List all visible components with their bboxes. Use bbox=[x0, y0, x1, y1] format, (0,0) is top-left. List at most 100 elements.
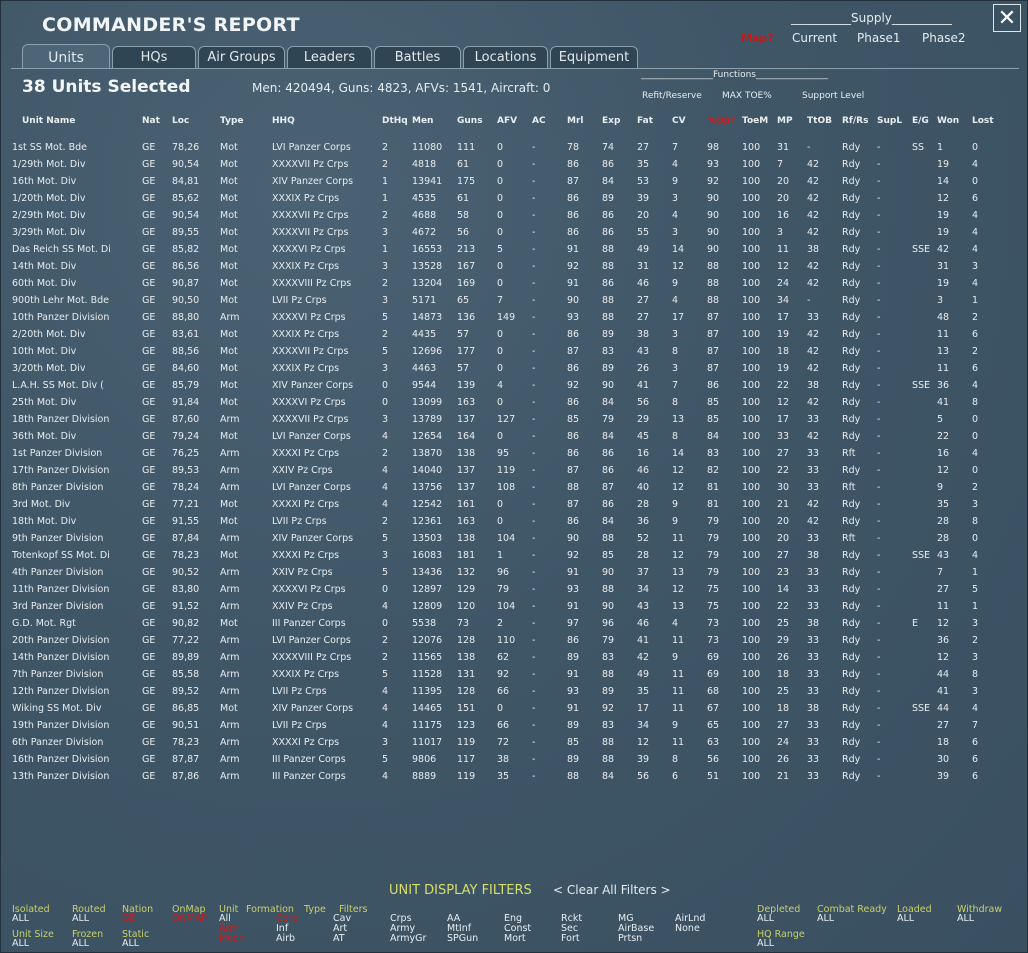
filter-type-mort[interactable]: Mort bbox=[504, 933, 526, 944]
col-header-mrl[interactable]: Mrl bbox=[567, 116, 584, 126]
table-row[interactable]: 60th Mot. Div GE 90,87 Mot XXXXVIII Pz Crps 2… bbox=[1, 276, 1021, 293]
table-row[interactable]: 18th Mot. Div GE 91,55 Mot LVII Pz Crps 2 1236… bbox=[1, 514, 1021, 531]
col-header-loc[interactable]: Loc bbox=[172, 116, 190, 126]
col-header-eg[interactable]: E/G bbox=[912, 116, 929, 126]
col-header-lost[interactable]: Lost bbox=[972, 116, 994, 126]
filter-combat-ready-value[interactable]: ALL bbox=[817, 913, 835, 924]
table-row[interactable]: 16th Mot. Div GE 84,81 Mot XIV Panzer Corps 1… bbox=[1, 174, 1021, 191]
filter-hq-range-value[interactable]: ALL bbox=[757, 938, 775, 949]
filter-type-army[interactable]: Army bbox=[390, 923, 416, 934]
filter-type-prtsn[interactable]: Prtsn bbox=[618, 933, 643, 944]
table-row[interactable]: 16th Panzer Division GE 87,87 Arm III Panzer… bbox=[1, 752, 1021, 769]
col-header-mp[interactable]: MP bbox=[777, 116, 793, 126]
filter-type-mg[interactable]: MG bbox=[618, 913, 634, 924]
table-row[interactable]: 14th Mot. Div GE 86,56 Mot XXXIX Pz Crps 3 135… bbox=[1, 259, 1021, 276]
filter-type-art[interactable]: Art bbox=[333, 923, 348, 934]
filter-nation-value[interactable]: GE bbox=[122, 913, 136, 924]
filter-type-eng[interactable]: Eng bbox=[504, 913, 523, 924]
table-row[interactable]: 19th Panzer Division GE 90,51 Arm LVII Pz Cr… bbox=[1, 718, 1021, 735]
table-row[interactable]: 1/20th Mot. Div GE 85,62 Mot XXXIX Pz Crps 1 4… bbox=[1, 191, 1021, 208]
table-row[interactable]: 900th Lehr Mot. Bde GE 90,50 Mot LVII Pz Crp… bbox=[1, 293, 1021, 310]
col-header-unit-name[interactable]: Unit Name bbox=[22, 116, 76, 126]
col-header-exp[interactable]: Exp bbox=[602, 116, 621, 126]
table-row[interactable]: Totenkopf SS Mot. Di GE 78,23 Mot XXXXI Pz C… bbox=[1, 548, 1021, 565]
table-row[interactable]: 1st Panzer Division GE 76,25 Arm XXXXI Pz Cr… bbox=[1, 446, 1021, 463]
filter-type-none[interactable]: None bbox=[675, 923, 700, 934]
col-header-dthq[interactable]: DtHq bbox=[382, 116, 408, 126]
tab-hqs[interactable]: HQs bbox=[112, 46, 196, 68]
filter-isolated-value[interactable]: ALL bbox=[12, 913, 30, 924]
filter-type-sec[interactable]: Sec bbox=[561, 923, 579, 934]
table-row[interactable]: 11th Panzer Division GE 83,80 Arm XXXXVI Pz … bbox=[1, 582, 1021, 599]
filter-static-value[interactable]: ALL bbox=[122, 938, 140, 949]
table-row[interactable]: Wiking SS Mot. Div GE 86,85 Mot XIV Panzer C… bbox=[1, 701, 1021, 718]
filter-onmap-value[interactable]: ONMAP bbox=[172, 913, 208, 924]
close-button[interactable]: ✕ bbox=[993, 4, 1021, 32]
table-row[interactable]: 17th Panzer Division GE 89,53 Arm XXIV Pz Cr… bbox=[1, 463, 1021, 480]
filter-unit-size-value[interactable]: ALL bbox=[12, 938, 30, 949]
tab-air-groups[interactable]: Air Groups bbox=[198, 46, 285, 68]
filter-type-const[interactable]: Const bbox=[504, 923, 532, 934]
col-header-supl[interactable]: SupL bbox=[877, 116, 903, 126]
supply-phase1-option[interactable]: Phase1 bbox=[857, 31, 901, 45]
filter-type-armygr[interactable]: ArmyGr bbox=[390, 933, 427, 944]
tab-leaders[interactable]: Leaders bbox=[287, 46, 372, 68]
filter-type-mtinf[interactable]: MtInf bbox=[447, 923, 472, 934]
table-row[interactable]: 8th Panzer Division GE 78,24 Arm LVI Panzer … bbox=[1, 480, 1021, 497]
col-header-afv[interactable]: AFV bbox=[497, 116, 518, 126]
table-row[interactable]: 6th Panzer Division GE 78,23 Arm XXXXI Pz Cr… bbox=[1, 735, 1021, 752]
supply-current-option[interactable]: Current bbox=[792, 31, 838, 45]
table-row[interactable]: 3rd Panzer Division GE 91,52 Arm XXIV Pz Crp… bbox=[1, 599, 1021, 616]
col-header-guns[interactable]: Guns bbox=[457, 116, 483, 126]
filter-type-aa[interactable]: AA bbox=[447, 913, 461, 924]
col-header-toem[interactable]: ToeM bbox=[742, 116, 769, 126]
filter-routed-value[interactable]: ALL bbox=[72, 913, 90, 924]
col-header-opr[interactable]: %Opr bbox=[707, 116, 735, 126]
refit-reserve-button[interactable]: Refit/Reserve bbox=[642, 91, 702, 101]
table-row[interactable]: 10th Mot. Div GE 88,56 Mot XXXXVII Pz Crps 5 1… bbox=[1, 344, 1021, 361]
table-row[interactable]: 1/29th Mot. Div GE 90,54 Mot XXXXVII Pz Crps… bbox=[1, 157, 1021, 174]
table-row[interactable]: 14th Panzer Division GE 89,89 Arm XXXXVIII P… bbox=[1, 650, 1021, 667]
table-row[interactable]: 1st SS Mot. Bde GE 78,26 Mot LVI Panzer Corp… bbox=[1, 140, 1021, 157]
col-header-cv[interactable]: CV bbox=[672, 116, 686, 126]
col-header-nat[interactable]: Nat bbox=[142, 116, 160, 126]
filter-type-cav[interactable]: Cav bbox=[333, 913, 352, 924]
table-row[interactable]: Das Reich SS Mot. Di GE 85,82 Mot XXXXVI Pz … bbox=[1, 242, 1021, 259]
tab-battles[interactable]: Battles bbox=[374, 46, 461, 68]
table-row[interactable]: 13th Panzer Division GE 87,86 Arm III Panzer… bbox=[1, 769, 1021, 786]
filter-unit-mech[interactable]: Mech bbox=[219, 933, 245, 944]
table-row[interactable]: G.D. Mot. Rgt GE 90,82 Mot III Panzer Corps 0… bbox=[1, 616, 1021, 633]
table-row[interactable]: 4th Panzer Division GE 90,52 Arm XXIV Pz Crp… bbox=[1, 565, 1021, 582]
filter-unit-all[interactable]: All bbox=[219, 913, 231, 924]
col-header-won[interactable]: Won bbox=[937, 116, 960, 126]
tab-locations[interactable]: Locations bbox=[463, 46, 548, 68]
table-row[interactable]: 20th Panzer Division GE 77,22 Arm LVI Panzer… bbox=[1, 633, 1021, 650]
filter-type-spgun[interactable]: SPGun bbox=[447, 933, 479, 944]
table-row[interactable]: 9th Panzer Division GE 87,84 Arm XIV Panzer … bbox=[1, 531, 1021, 548]
col-header-rfrs[interactable]: Rf/Rs bbox=[842, 116, 869, 126]
tab-units[interactable]: Units bbox=[22, 44, 110, 68]
filter-formation-corp[interactable]: Corp bbox=[276, 913, 299, 924]
filter-type-fort[interactable]: Fort bbox=[561, 933, 580, 944]
table-row[interactable]: 3/20th Mot. Div GE 84,60 Mot XXXIX Pz Crps 3 4… bbox=[1, 361, 1021, 378]
table-row[interactable]: 25th Mot. Div GE 91,84 Mot XXXXVI Pz Crps 0 13… bbox=[1, 395, 1021, 412]
table-row[interactable]: 12th Panzer Division GE 89,52 Arm LVII Pz Cr… bbox=[1, 684, 1021, 701]
filter-type-crps[interactable]: Crps bbox=[390, 913, 412, 924]
col-header-type[interactable]: Type bbox=[220, 116, 244, 126]
filter-depleted-value[interactable]: ALL bbox=[757, 913, 775, 924]
table-row[interactable]: 7th Panzer Division GE 85,58 Arm XXXIX Pz Cr… bbox=[1, 667, 1021, 684]
col-header-fat[interactable]: Fat bbox=[637, 116, 653, 126]
table-row[interactable]: 2/29th Mot. Div GE 90,54 Mot XXXXVII Pz Crps… bbox=[1, 208, 1021, 225]
filter-formation-inf[interactable]: Inf bbox=[276, 923, 289, 934]
clear-filters-button[interactable]: < Clear All Filters > bbox=[553, 883, 671, 897]
filter-formation-airb[interactable]: Airb bbox=[276, 933, 296, 944]
table-row[interactable]: 2/20th Mot. Div GE 83,61 Mot XXXIX Pz Crps 2 4… bbox=[1, 327, 1021, 344]
table-row[interactable]: 3/29th Mot. Div GE 89,55 Mot XXXXVII Pz Crps… bbox=[1, 225, 1021, 242]
filter-type-at[interactable]: AT bbox=[333, 933, 345, 944]
supply-phase2-option[interactable]: Phase2 bbox=[922, 31, 966, 45]
table-row[interactable]: L.A.H. SS Mot. Div (GE 85,79 Mot XIV Panzer… bbox=[1, 378, 1021, 395]
table-row[interactable]: 10th Panzer Division GE 88,80 Arm XXXXVI Pz … bbox=[1, 310, 1021, 327]
filter-type-rckt[interactable]: Rckt bbox=[561, 913, 583, 924]
col-header-ttob[interactable]: TtOB bbox=[807, 116, 832, 126]
col-header-ac[interactable]: AC bbox=[532, 116, 546, 126]
